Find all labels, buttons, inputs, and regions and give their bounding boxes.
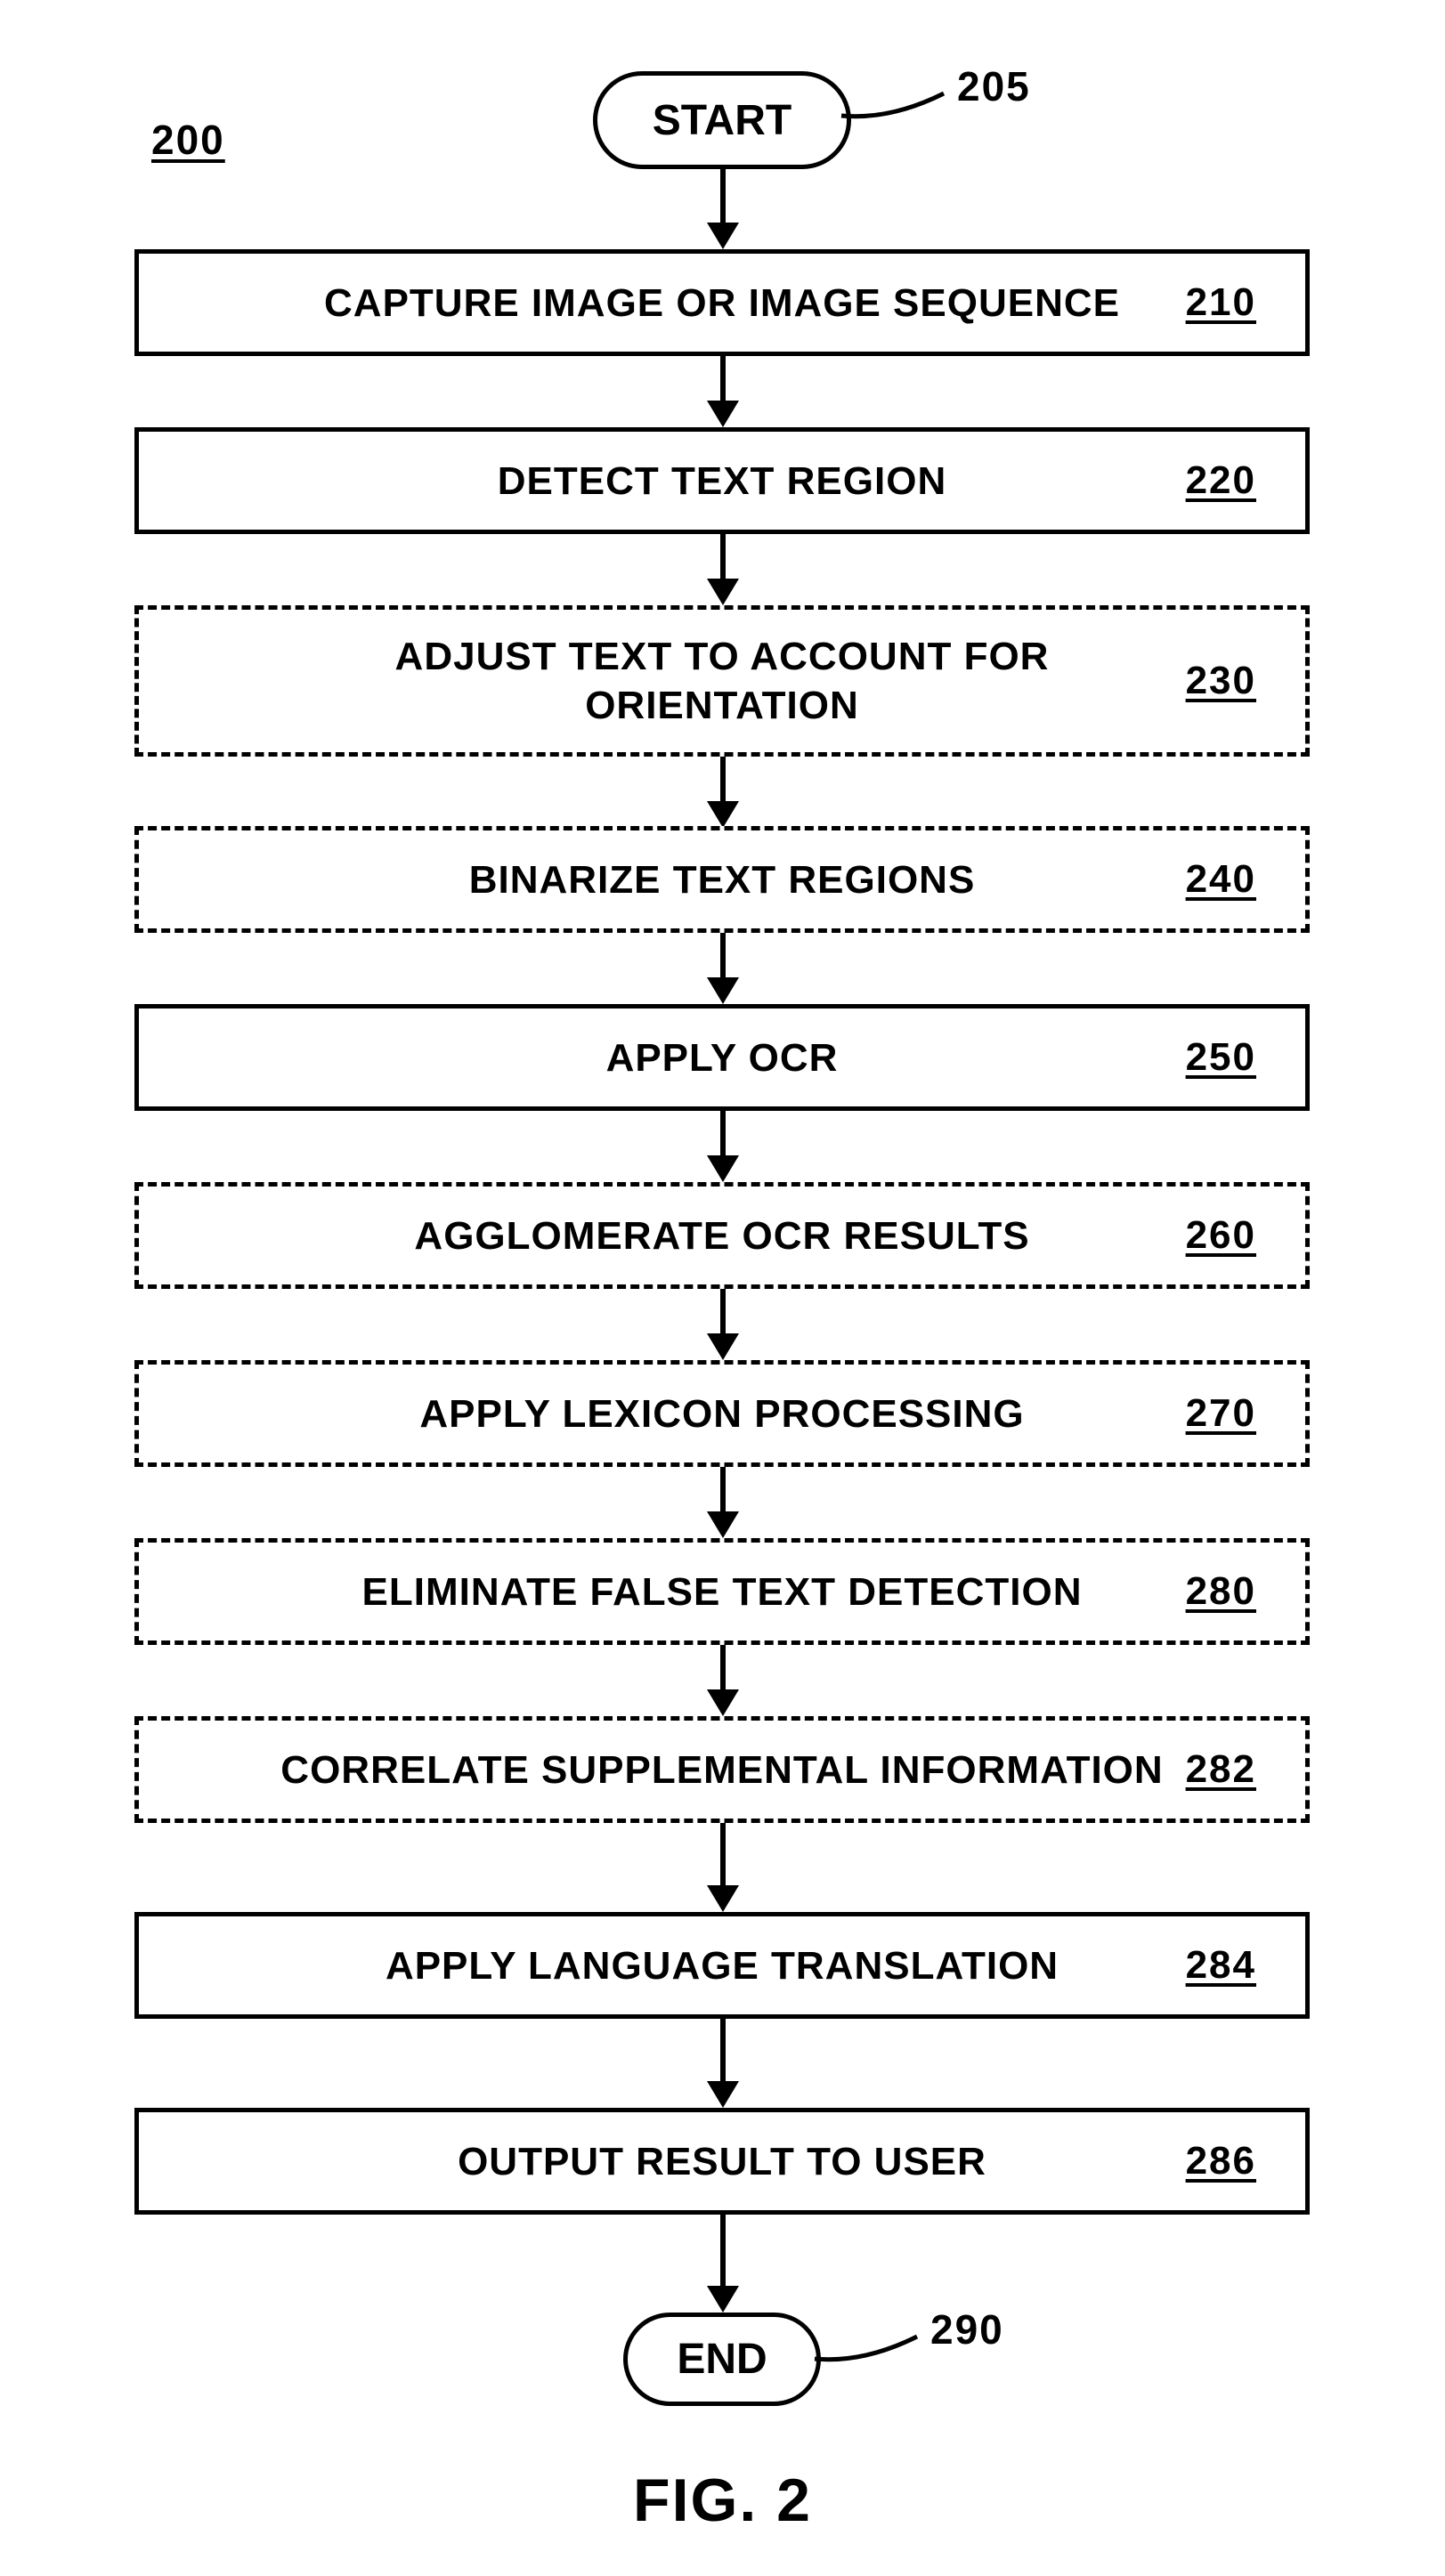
process-270-label: APPLY LEXICON PROCESSING <box>419 1389 1024 1438</box>
process-280-ref: 280 <box>1186 1569 1256 1614</box>
ref-290: 290 <box>930 2305 1004 2353</box>
process-280: ELIMINATE FALSE TEXT DETECTION 280 <box>134 1538 1310 1645</box>
process-282: CORRELATE SUPPLEMENTAL INFORMATION 282 <box>134 1716 1310 1823</box>
terminator-end-label: END <box>677 2335 767 2384</box>
process-270-ref: 270 <box>1186 1391 1256 1436</box>
flowchart-canvas: 200 START 205 CAPTURE IMAGE OR IMAGE SEQ… <box>0 0 1445 2576</box>
process-286-label: OUTPUT RESULT TO USER <box>458 2137 986 2186</box>
process-282-ref: 282 <box>1186 1747 1256 1792</box>
process-284-ref: 284 <box>1186 1943 1256 1988</box>
process-260-label: AGGLOMERATE OCR RESULTS <box>414 1211 1029 1260</box>
ref-205: 205 <box>957 62 1031 110</box>
process-260-ref: 260 <box>1186 1213 1256 1258</box>
callout-line-290 <box>810 2328 926 2372</box>
process-286: OUTPUT RESULT TO USER 286 <box>134 2108 1310 2215</box>
process-280-label: ELIMINATE FALSE TEXT DETECTION <box>362 1567 1083 1616</box>
process-230-label: ADJUST TEXT TO ACCOUNT FOR ORIENTATION <box>395 632 1050 730</box>
diagram-ref-number: 200 <box>151 116 225 164</box>
process-220-label: DETECT TEXT REGION <box>498 457 946 506</box>
process-240-ref: 240 <box>1186 857 1256 902</box>
terminator-start: START <box>593 71 851 169</box>
process-220: DETECT TEXT REGION 220 <box>134 427 1310 534</box>
process-210: CAPTURE IMAGE OR IMAGE SEQUENCE 210 <box>134 249 1310 356</box>
process-230: ADJUST TEXT TO ACCOUNT FOR ORIENTATION 2… <box>134 605 1310 757</box>
process-250: APPLY OCR 250 <box>134 1004 1310 1111</box>
callout-line-205 <box>837 85 953 129</box>
process-240-label: BINARIZE TEXT REGIONS <box>469 855 976 904</box>
process-250-ref: 250 <box>1186 1035 1256 1080</box>
process-220-ref: 220 <box>1186 458 1256 503</box>
process-270: APPLY LEXICON PROCESSING 270 <box>134 1360 1310 1467</box>
process-210-label: CAPTURE IMAGE OR IMAGE SEQUENCE <box>324 279 1120 328</box>
process-210-ref: 210 <box>1186 280 1256 325</box>
process-250-label: APPLY OCR <box>606 1033 839 1082</box>
process-240: BINARIZE TEXT REGIONS 240 <box>134 826 1310 933</box>
process-284: APPLY LANGUAGE TRANSLATION 284 <box>134 1912 1310 2019</box>
process-284-label: APPLY LANGUAGE TRANSLATION <box>386 1941 1059 1990</box>
terminator-end: END <box>623 2313 821 2406</box>
process-282-label: CORRELATE SUPPLEMENTAL INFORMATION <box>280 1746 1163 1794</box>
process-230-ref: 230 <box>1186 659 1256 703</box>
process-260: AGGLOMERATE OCR RESULTS 260 <box>134 1182 1310 1289</box>
terminator-start-label: START <box>653 96 792 145</box>
process-286-ref: 286 <box>1186 2139 1256 2183</box>
figure-caption: FIG. 2 <box>0 2466 1445 2535</box>
